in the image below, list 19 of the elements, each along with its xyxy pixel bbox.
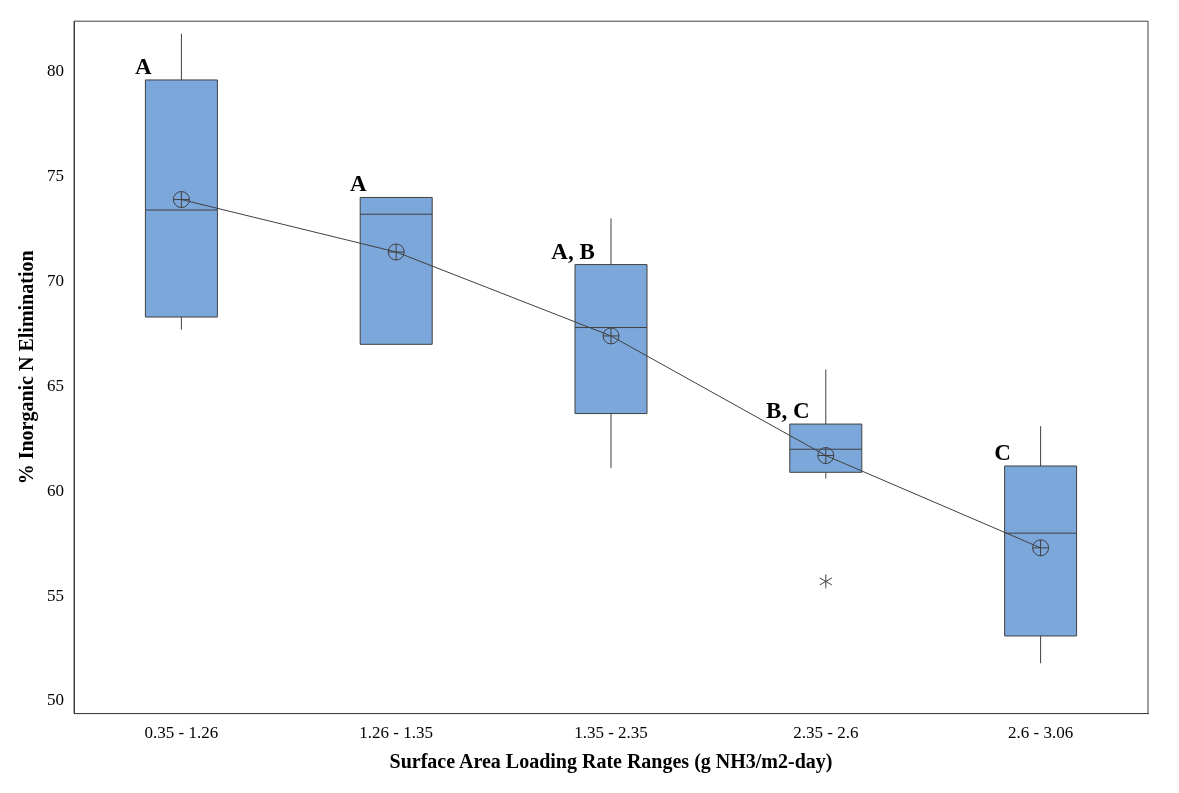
x-tick-label: 0.35 - 1.26: [144, 723, 219, 743]
y-tick-label: 80: [47, 61, 64, 81]
y-tick-label: 55: [47, 585, 64, 605]
y-axis-title: % Inorganic N Elimination: [15, 250, 39, 485]
y-tick-label: 50: [47, 690, 64, 710]
y-tick-label: 65: [47, 375, 64, 395]
x-tick-label: 1.26 - 1.35: [359, 723, 434, 743]
x-tick-label: 2.6 - 3.06: [1008, 723, 1074, 743]
y-tick-label: 70: [47, 270, 64, 290]
y-tick-label: 60: [47, 480, 64, 500]
annotation: A: [135, 53, 153, 79]
x-tick-label: 1.35 - 2.35: [574, 723, 648, 743]
annotation: A: [349, 171, 367, 197]
annotation: C: [994, 440, 1011, 466]
y-tick-label: 75: [47, 165, 64, 185]
x-tick-label: 2.35 - 2.6: [793, 723, 859, 743]
annotation: A, B: [551, 238, 595, 264]
annotation: B, C: [766, 398, 810, 424]
x-axis-title: Surface Area Loading Rate Ranges (g NH3/m2-day): [389, 750, 833, 774]
